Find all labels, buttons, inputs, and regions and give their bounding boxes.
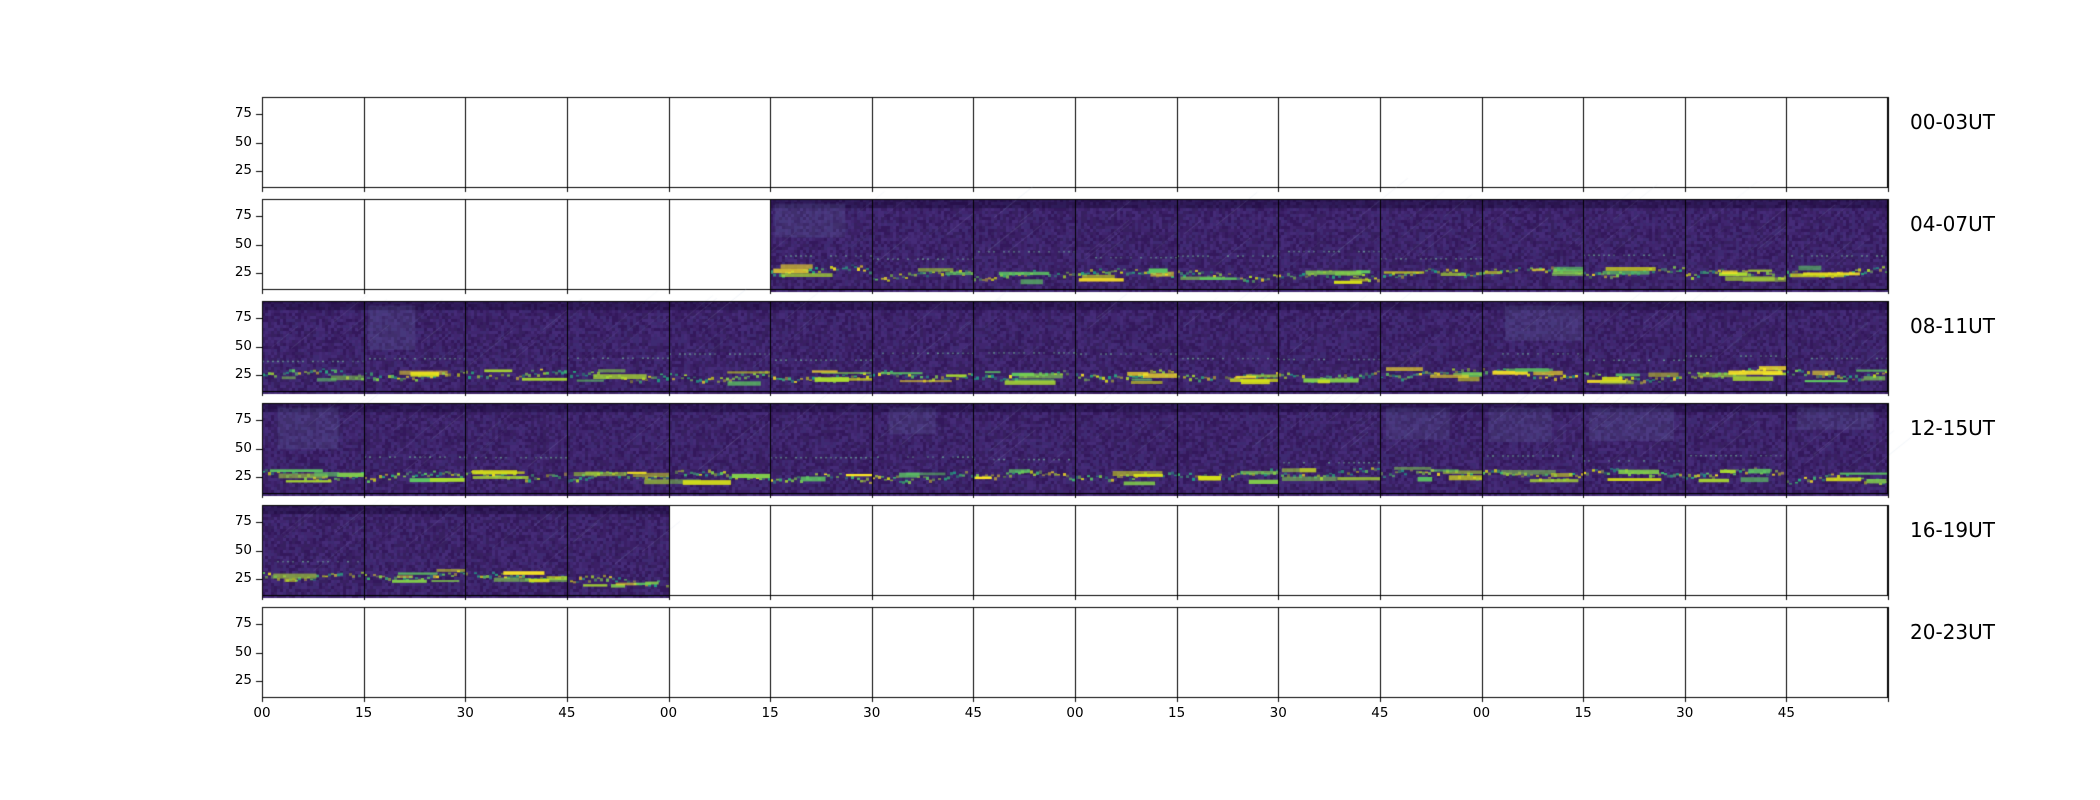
y-tick-label: 75 bbox=[234, 309, 252, 326]
x-tick-label: 30 bbox=[456, 705, 474, 721]
y-tick-label: 25 bbox=[234, 365, 252, 382]
x-tick-label: 15 bbox=[1574, 705, 1592, 721]
row-label-0: 00-03UT bbox=[1910, 110, 1995, 134]
x-tick-label: 30 bbox=[1269, 705, 1287, 721]
x-tick-label: 30 bbox=[863, 705, 881, 721]
x-tick-label: 15 bbox=[1168, 705, 1186, 721]
y-tick-label: 25 bbox=[234, 569, 252, 586]
x-tick-label: 45 bbox=[1777, 705, 1795, 721]
y-tick-label: 25 bbox=[234, 263, 252, 280]
y-tick-label: 50 bbox=[234, 643, 252, 660]
y-tick-label: 75 bbox=[234, 513, 252, 530]
y-tick-label: 75 bbox=[234, 615, 252, 632]
row-label-4: 16-19UT bbox=[1910, 518, 1995, 542]
x-tick-label: 30 bbox=[1676, 705, 1694, 721]
y-tick-label: 50 bbox=[234, 133, 252, 150]
x-tick-label: 45 bbox=[558, 705, 576, 721]
y-tick-label: 75 bbox=[234, 105, 252, 122]
x-tick-label: 15 bbox=[355, 705, 373, 721]
y-tick-label: 75 bbox=[234, 207, 252, 224]
x-tick-label: 15 bbox=[761, 705, 779, 721]
x-tick-label: 00 bbox=[1472, 705, 1491, 721]
y-tick-label: 25 bbox=[234, 467, 252, 484]
row-label-1: 04-07UT bbox=[1910, 212, 1995, 236]
row-label-5: 20-23UT bbox=[1910, 620, 1995, 644]
y-tick-label: 25 bbox=[234, 671, 252, 688]
y-tick-label: 50 bbox=[234, 235, 252, 252]
x-tick-label: 45 bbox=[964, 705, 982, 721]
x-tick-label: 00 bbox=[253, 705, 271, 721]
y-tick-label: 50 bbox=[234, 337, 252, 354]
row-label-3: 12-15UT bbox=[1910, 416, 1995, 440]
y-tick-label: 50 bbox=[234, 439, 252, 456]
x-tick-label: 00 bbox=[1066, 705, 1084, 721]
x-tick-label: 00 bbox=[659, 705, 678, 721]
y-tick-label: 75 bbox=[234, 411, 252, 428]
row-label-2: 08-11UT bbox=[1910, 314, 1995, 338]
y-tick-label: 50 bbox=[234, 541, 252, 558]
y-tick-label: 25 bbox=[234, 161, 252, 178]
x-tick-label: 45 bbox=[1371, 705, 1389, 721]
